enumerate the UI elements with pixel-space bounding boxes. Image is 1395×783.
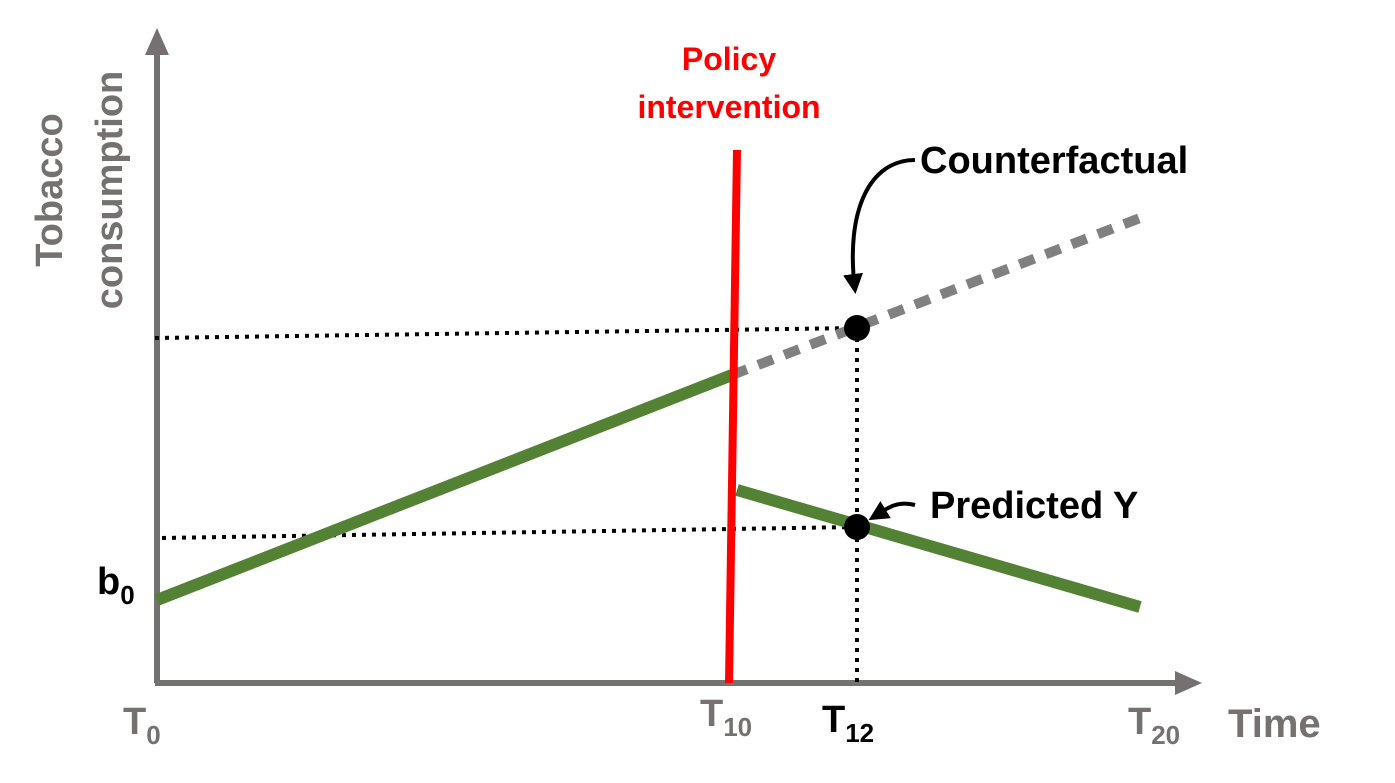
counterfactual-label: Counterfactual (920, 140, 1188, 182)
counterfactual-trend (730, 213, 1142, 380)
predicted-arrow (868, 501, 916, 521)
intervention-label: Policy (682, 41, 776, 77)
x-tick-label: T10 (700, 693, 752, 742)
intervention-line (725, 149, 741, 684)
predicted-point (844, 514, 870, 540)
y-axis-label: Tobacco (29, 113, 71, 266)
y-axis-arrow (145, 28, 169, 55)
predicted-label: Predicted Y (930, 485, 1138, 527)
post-trend (735, 484, 1142, 613)
intercept-label: b0 (97, 561, 135, 610)
guide-lines (154, 326, 859, 683)
counterfactual-point (844, 315, 870, 341)
x-axis-arrow (1175, 671, 1202, 695)
pre-trend (154, 369, 735, 606)
x-tick-label: T20 (1128, 701, 1180, 750)
x-tick-label: T0 (123, 701, 161, 750)
intervention-label: intervention (637, 89, 820, 125)
x-tick-label: T12 (822, 699, 874, 748)
x-axis-label: Time (1228, 702, 1321, 746)
counterfactual-arrow (843, 158, 916, 294)
y-axis-label: consumption (89, 71, 131, 310)
